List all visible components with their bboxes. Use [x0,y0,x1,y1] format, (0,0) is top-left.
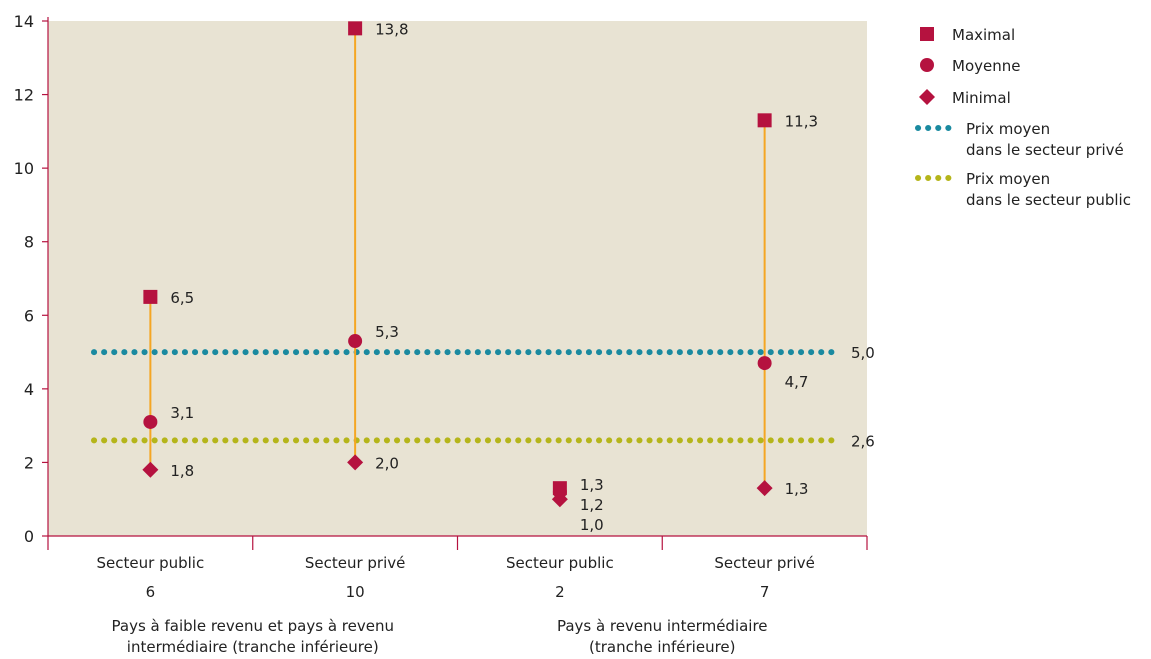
min-marker [756,480,773,497]
x-tick-sector: Secteur privé [305,554,406,572]
group-label: (tranche inférieure) [589,638,736,656]
max-marker [143,289,158,304]
legend-label: Moyenne [952,57,1020,75]
x-tick-count: 10 [346,583,365,601]
legend-label: Maximal [952,26,1015,44]
max-marker [348,21,363,36]
y-tick-label: 14 [14,12,34,31]
x-tick-sector: Secteur privé [714,554,815,572]
legend-diamond-icon [919,89,935,105]
min-value-label: 1,3 [785,480,809,498]
x-tick-count: 7 [760,583,770,601]
mean-value-label: 3,1 [170,404,194,422]
reference-label-public_avg: 2,6 [851,432,875,450]
legend-square-icon [920,27,934,41]
max-value-label: 11,3 [785,112,818,130]
legend-label: dans le secteur public [966,191,1131,209]
x-tick-sector: Secteur public [506,554,614,572]
min-value-label: 1,0 [580,516,604,534]
max-marker [757,113,772,128]
plot-area [48,21,867,536]
mean-marker [757,356,772,371]
group-label: intermédiaire (tranche inférieure) [127,638,379,656]
mean-marker [143,414,158,429]
y-tick-label: 6 [24,306,34,325]
max-value-label: 1,3 [580,476,604,494]
legend-label: Minimal [952,89,1011,107]
mean-marker [348,334,363,349]
group-label: Pays à faible revenu et pays à revenu [112,617,394,635]
max-value-label: 13,8 [375,20,408,38]
min-marker [347,454,364,471]
reference-label-private_avg: 5,0 [851,344,875,362]
min-value-label: 1,8 [170,462,194,480]
y-tick-label: 10 [14,159,34,178]
legend-circle-icon [920,58,934,72]
mean-value-label: 4,7 [785,373,809,391]
x-tick-count: 2 [555,583,565,601]
x-tick-count: 6 [146,583,156,601]
y-tick-label: 2 [24,453,34,472]
y-tick-label: 12 [14,86,34,105]
legend-label: Prix moyen [966,170,1050,188]
legend-label: Prix moyen [966,120,1050,138]
min-marker [551,491,568,508]
x-tick-sector: Secteur public [97,554,205,572]
y-tick-label: 4 [24,380,34,399]
group-label: Pays à revenu intermédiaire [557,617,768,635]
min-marker [142,461,159,478]
max-value-label: 6,5 [170,289,194,307]
y-tick-label: 8 [24,233,34,252]
legend-label: dans le secteur privé [966,141,1124,159]
mean-value-label: 1,2 [580,496,604,514]
mean-value-label: 5,3 [375,323,399,341]
min-value-label: 2,0 [375,454,399,472]
y-tick-label: 0 [24,527,34,546]
